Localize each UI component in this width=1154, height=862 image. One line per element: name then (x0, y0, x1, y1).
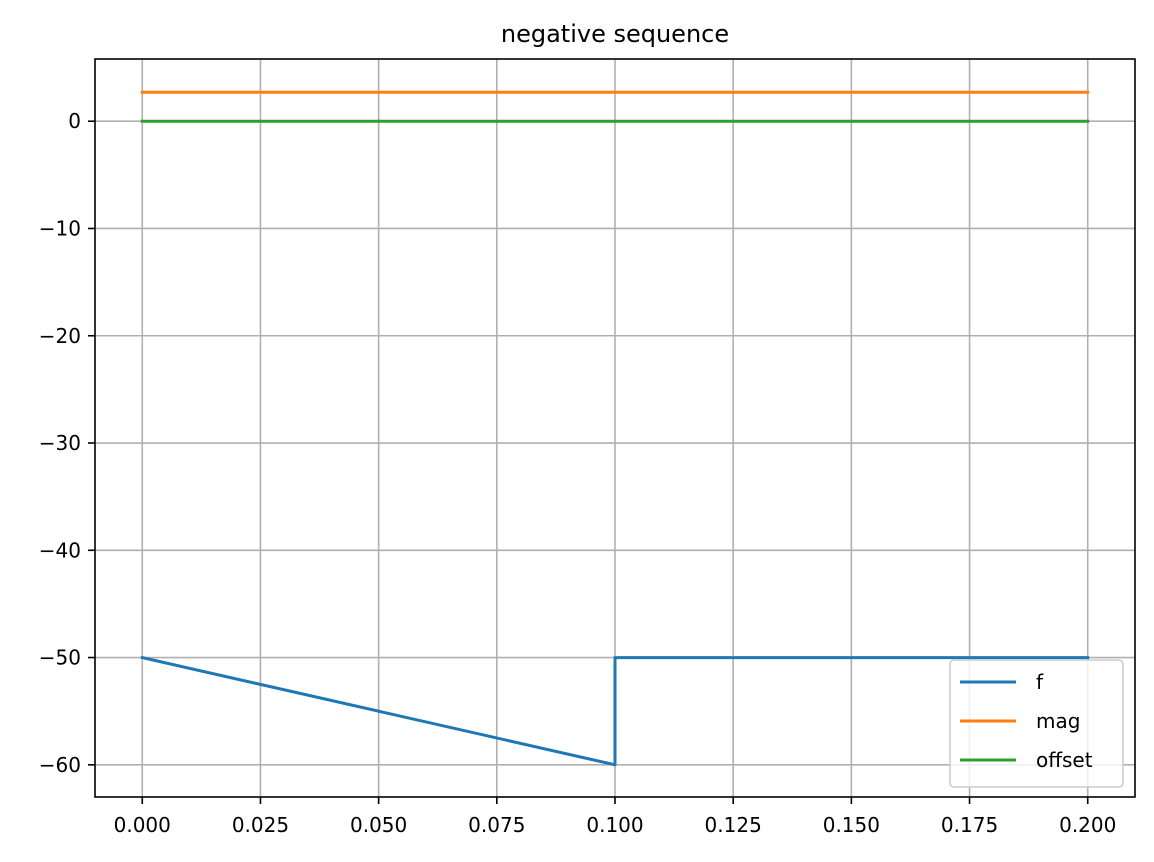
x-tick-label: 0.150 (823, 813, 880, 837)
y-tick-label: −30 (39, 431, 81, 455)
legend-box (949, 659, 1124, 788)
series-line-f (140, 655, 1090, 767)
x-tick-label: 0.100 (586, 813, 643, 837)
x-axis-ticks: 0.000 0.025 0.050 0.075 0.100 0.125 0.150 0.175… (114, 797, 1116, 837)
grid (95, 59, 1135, 797)
chart-title: negative sequence (501, 20, 729, 48)
y-tick-label: −10 (39, 216, 81, 240)
x-tick-label: 0.050 (350, 813, 407, 837)
y-tick-label: −50 (39, 646, 81, 670)
x-tick-label: 0.000 (114, 813, 171, 837)
legend-label-offset: offset (1036, 748, 1093, 772)
legend-label-mag: mag (1036, 709, 1080, 733)
legend-label-f: f (1036, 670, 1044, 694)
y-axis-ticks: 0 −10 −20 −30 −40 −50 −60 (39, 109, 95, 777)
x-tick-label: 0.125 (705, 813, 762, 837)
x-tick-label: 0.175 (941, 813, 998, 837)
y-tick-label: −20 (39, 324, 81, 348)
y-tick-label: 0 (68, 109, 81, 133)
x-tick-label: 0.025 (232, 813, 289, 837)
y-tick-label: −60 (39, 753, 81, 777)
x-tick-label: 0.200 (1059, 813, 1116, 837)
y-tick-label: −40 (39, 538, 81, 562)
x-tick-label: 0.075 (468, 813, 525, 837)
series-layer (140, 90, 1090, 767)
legend: f mag offset (949, 659, 1124, 788)
